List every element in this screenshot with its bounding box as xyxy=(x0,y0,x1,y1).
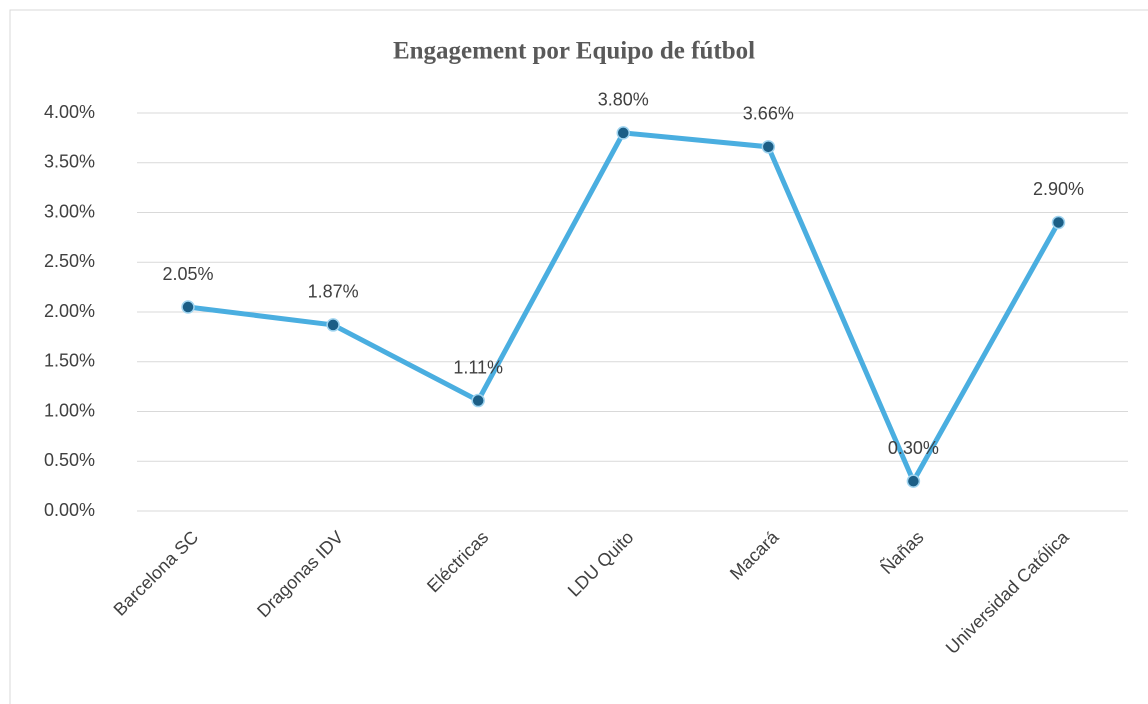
data-label: 0.30% xyxy=(888,438,939,458)
marker xyxy=(326,318,340,332)
data-label: 1.11% xyxy=(453,357,503,377)
marker xyxy=(181,300,195,314)
marker xyxy=(1051,215,1066,230)
data-label: 2.05% xyxy=(163,264,214,284)
marker xyxy=(906,474,921,488)
y-tick-label: 3.50% xyxy=(44,152,95,172)
y-tick-label: 0.50% xyxy=(44,450,95,470)
data-label: 3.66% xyxy=(743,104,794,124)
y-tick-label: 0.00% xyxy=(44,500,95,520)
y-tick-label: 1.50% xyxy=(44,351,95,371)
chart-title: Engagement por Equipo de fútbol xyxy=(393,38,755,65)
data-label: 3.80% xyxy=(598,90,649,110)
y-tick-label: 2.00% xyxy=(44,301,95,321)
data-label: 1.87% xyxy=(308,282,359,302)
marker xyxy=(471,393,485,408)
y-tick-label: 3.00% xyxy=(44,201,95,221)
chart-border xyxy=(9,9,1148,704)
data-label: 2.90% xyxy=(1033,179,1084,199)
y-tick-label: 2.50% xyxy=(44,251,95,271)
y-tick-label: 4.00% xyxy=(44,102,95,122)
y-tick-label: 1.00% xyxy=(44,400,95,420)
marker xyxy=(616,126,630,140)
marker xyxy=(761,140,776,154)
